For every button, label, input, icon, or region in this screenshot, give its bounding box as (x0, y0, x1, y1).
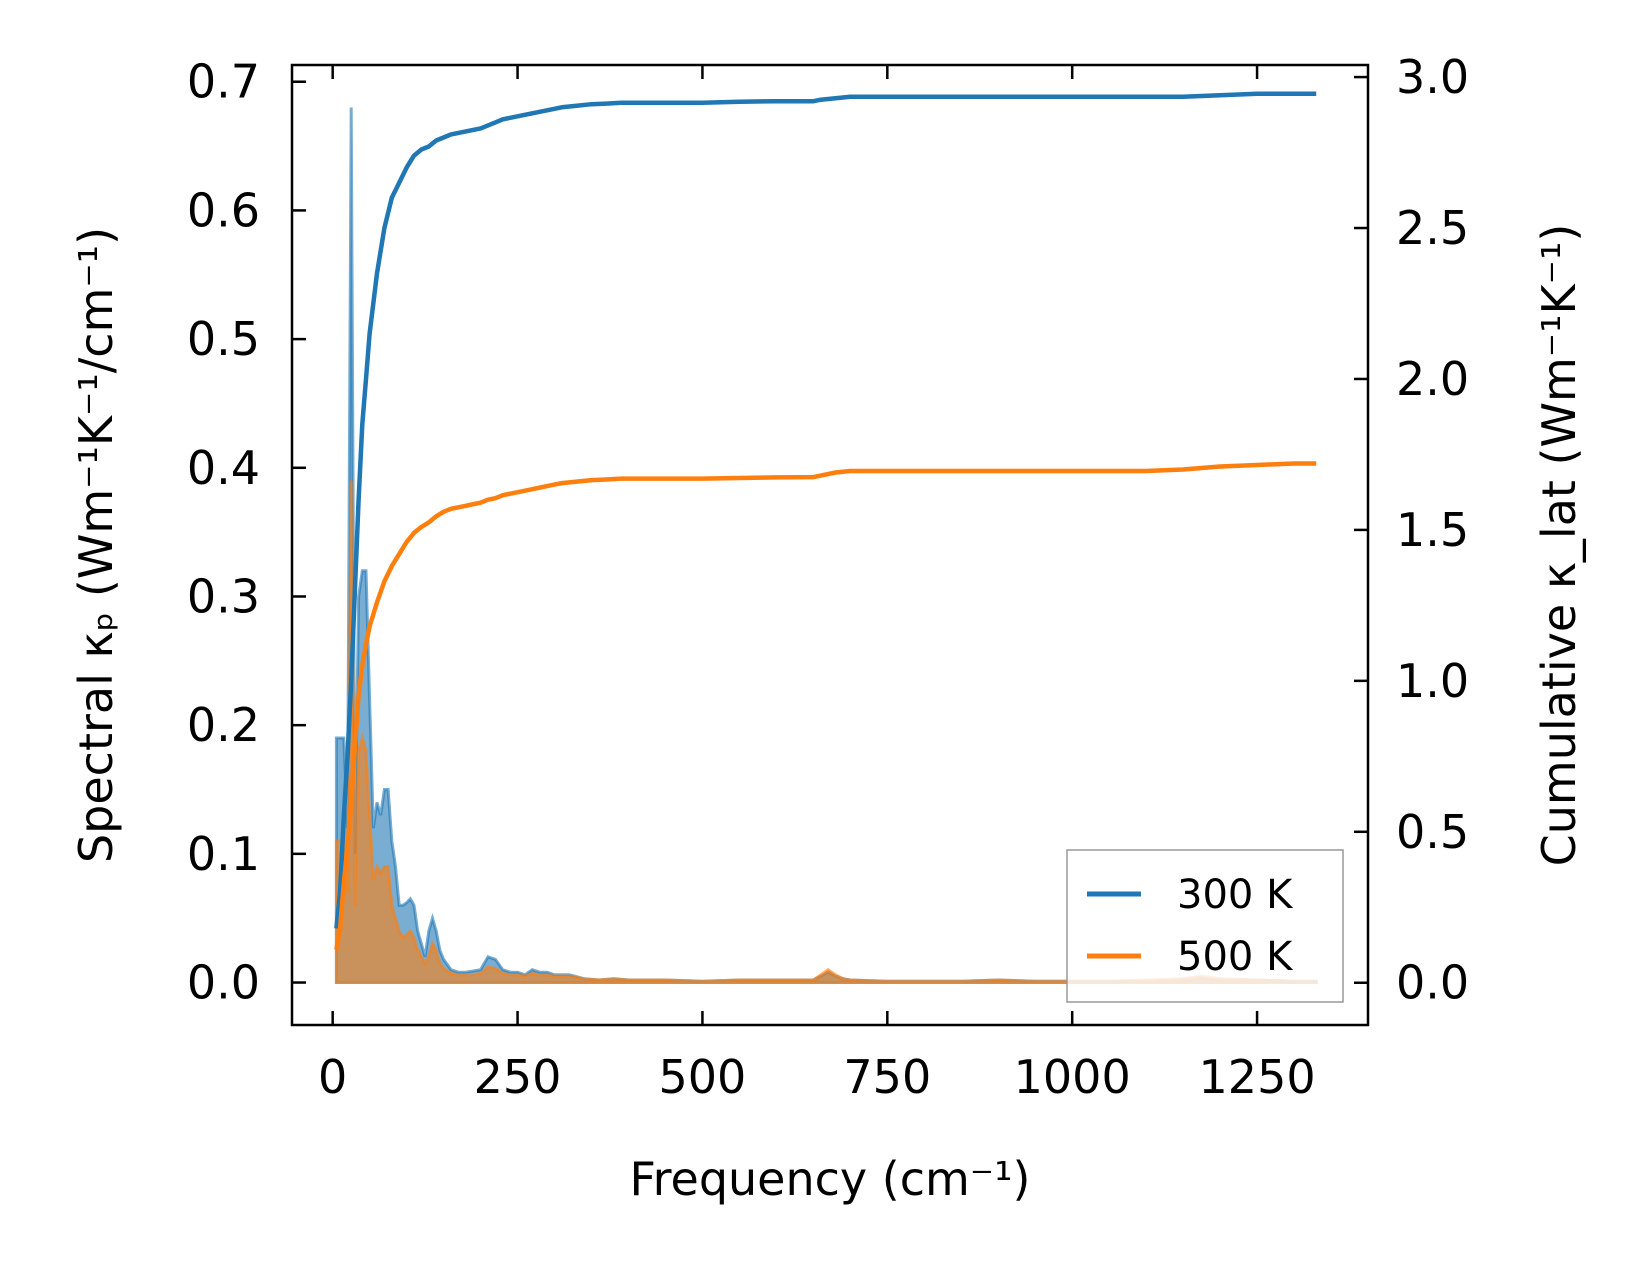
y-tick-label-right: 2.5 (1396, 201, 1469, 255)
y-tick-label-right: 2.0 (1396, 352, 1469, 406)
cumulative-line-500k (334, 461, 1317, 950)
y-tick-label-left: 0.7 (187, 55, 260, 109)
y-tick-label-left: 0.0 (187, 956, 260, 1010)
y-axis-left: 0.0 0.1 0.2 0.3 0.4 0.5 0.6 0.7 (187, 55, 306, 1010)
y-tick-label-left: 0.3 (187, 569, 260, 623)
x-tick-label: 1000 (1014, 1050, 1131, 1104)
y-axis-right: 0.0 0.5 1.0 1.5 2.0 2.5 3.0 (1354, 50, 1469, 1010)
y-tick-label-right: 1.5 (1396, 503, 1469, 557)
y-tick-label-left: 0.5 (187, 312, 260, 366)
cumulative-line-300k (334, 91, 1317, 929)
spectral-area-500k (334, 480, 1318, 984)
legend-label-300k: 300 K (1177, 872, 1294, 918)
x-tick-label: 500 (659, 1050, 747, 1104)
y-tick-label-left: 0.2 (187, 698, 260, 752)
y-tick-label-left: 0.6 (187, 183, 260, 237)
x-axis: 0 250 500 750 1000 1250 (318, 65, 1316, 1104)
legend-frame (1066, 849, 1344, 1003)
y-tick-label-right: 0.0 (1396, 956, 1469, 1010)
x-tick-label: 750 (843, 1050, 931, 1104)
y-tick-label-right: 0.5 (1396, 805, 1469, 859)
plot-frame (290, 63, 1370, 1027)
y-tick-label-left: 0.4 (187, 441, 260, 495)
y-tick-label-right: 3.0 (1396, 50, 1469, 104)
x-tick-label: 0 (318, 1050, 347, 1104)
legend-label-500k: 500 K (1177, 934, 1294, 980)
y-tick-label-left: 0.1 (187, 827, 260, 881)
y-tick-label-right: 1.0 (1396, 654, 1469, 708)
spectral-fills (334, 107, 1318, 984)
x-axis-label: Frequency (cm⁻¹) (630, 1152, 1031, 1206)
x-tick-label: 1250 (1199, 1050, 1316, 1104)
legend: 300 K 500 K (1066, 849, 1344, 1003)
y-axis-right-label: Cumulative κ_lat (Wm⁻¹K⁻¹) (1532, 224, 1586, 867)
cumulative-lines (334, 91, 1317, 950)
y-axis-left-label: Spectral κₚ (Wm⁻¹K⁻¹/cm⁻¹) (69, 227, 123, 863)
x-tick-label: 250 (474, 1050, 562, 1104)
